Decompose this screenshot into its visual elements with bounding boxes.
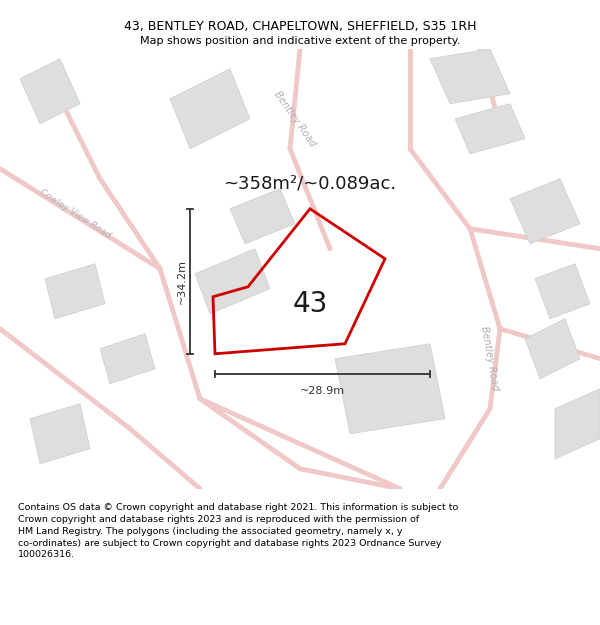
Text: Bentley Road: Bentley Road bbox=[479, 326, 500, 392]
Text: Map shows position and indicative extent of the property.: Map shows position and indicative extent… bbox=[140, 36, 460, 46]
Polygon shape bbox=[525, 319, 580, 379]
Polygon shape bbox=[335, 344, 445, 434]
Polygon shape bbox=[555, 389, 600, 459]
Polygon shape bbox=[430, 49, 510, 104]
Text: Contains OS data © Crown copyright and database right 2021. This information is : Contains OS data © Crown copyright and d… bbox=[18, 503, 458, 559]
Text: 43: 43 bbox=[292, 290, 328, 318]
Polygon shape bbox=[30, 404, 90, 464]
Polygon shape bbox=[535, 264, 590, 319]
Text: ~358m²/~0.089ac.: ~358m²/~0.089ac. bbox=[223, 175, 397, 192]
Text: 43, BENTLEY ROAD, CHAPELTOWN, SHEFFIELD, S35 1RH: 43, BENTLEY ROAD, CHAPELTOWN, SHEFFIELD,… bbox=[124, 21, 476, 33]
Polygon shape bbox=[100, 334, 155, 384]
Polygon shape bbox=[170, 69, 250, 149]
Text: ~28.9m: ~28.9m bbox=[300, 386, 345, 396]
Polygon shape bbox=[230, 189, 295, 244]
Polygon shape bbox=[455, 104, 525, 154]
Polygon shape bbox=[510, 179, 580, 244]
Polygon shape bbox=[20, 59, 80, 124]
Polygon shape bbox=[45, 264, 105, 319]
Polygon shape bbox=[195, 249, 270, 314]
Text: Cowley View Road: Cowley View Road bbox=[38, 188, 112, 240]
Text: ~34.2m: ~34.2m bbox=[177, 259, 187, 304]
Text: Bentley Road: Bentley Road bbox=[272, 89, 318, 148]
